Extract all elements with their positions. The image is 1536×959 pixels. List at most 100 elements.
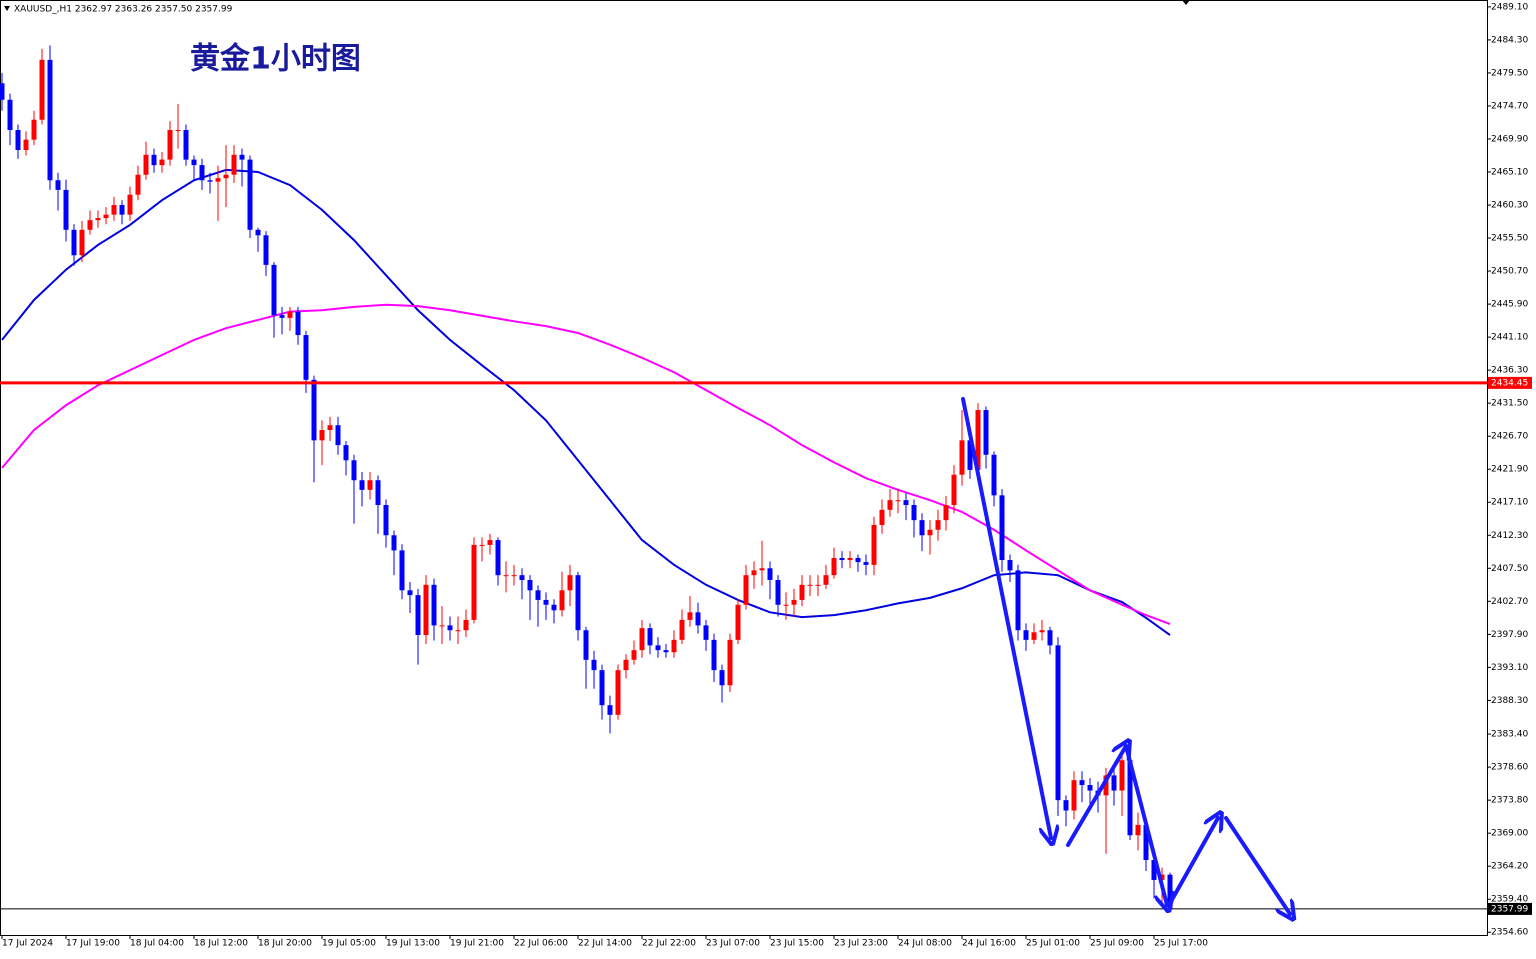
candle-body xyxy=(375,480,381,505)
candle-body xyxy=(1079,780,1085,786)
candle-body xyxy=(951,474,957,505)
candle-body xyxy=(71,229,77,256)
x-tick-label: 23 Jul 15:00 xyxy=(770,939,824,949)
candle-body xyxy=(799,584,805,600)
y-tick-label: 2431.50 xyxy=(1491,399,1528,409)
x-tick-label: 17 Jul 19:00 xyxy=(66,939,120,949)
candle-body xyxy=(455,630,461,632)
price-label-box xyxy=(1488,902,1532,915)
candle-body xyxy=(175,130,181,132)
candle-body xyxy=(959,440,965,475)
y-tick-label: 2402.70 xyxy=(1491,597,1528,607)
candle-body xyxy=(511,575,517,577)
candle-body xyxy=(703,625,709,640)
candle-body xyxy=(1039,630,1045,633)
x-tick-label: 25 Jul 09:00 xyxy=(1090,939,1144,949)
candle-body xyxy=(399,550,405,591)
candle-body xyxy=(1007,560,1013,571)
x-tick-label: 24 Jul 16:00 xyxy=(962,939,1016,949)
x-tick-label: 23 Jul 23:00 xyxy=(834,939,888,949)
candle-body xyxy=(559,590,565,611)
candle-body xyxy=(847,557,853,561)
candle-body xyxy=(815,584,821,586)
candle-body xyxy=(655,645,661,651)
candle-body xyxy=(1087,785,1093,791)
candle-body xyxy=(727,639,733,686)
candle-body xyxy=(103,214,109,219)
candle-body xyxy=(879,509,885,525)
y-tick-label: 2436.30 xyxy=(1491,366,1528,376)
y-tick-label: 2373.80 xyxy=(1491,796,1528,806)
candle-body xyxy=(1063,800,1069,811)
y-tick-label: 2388.30 xyxy=(1491,696,1528,706)
candle-body xyxy=(151,154,157,166)
candle-body xyxy=(999,495,1005,561)
candle-body xyxy=(695,612,701,626)
candle-body xyxy=(871,524,877,565)
chart-layer xyxy=(0,45,1487,913)
annotation-arrows xyxy=(961,397,1290,914)
candle-body xyxy=(95,218,101,221)
candle-body xyxy=(591,659,597,671)
candle-body xyxy=(15,130,21,150)
candle-body xyxy=(855,557,861,563)
candle-body xyxy=(831,557,837,576)
y-tick-label: 2407.50 xyxy=(1491,564,1528,574)
x-tick-label: 17 Jul 2024 xyxy=(2,939,53,949)
candle-body xyxy=(383,504,389,536)
candle-body xyxy=(255,229,261,236)
x-tick-label: 18 Jul 04:00 xyxy=(130,939,184,949)
candle-body xyxy=(1127,760,1133,836)
y-tick-label: 2354.60 xyxy=(1491,928,1528,938)
candle-body xyxy=(135,174,141,195)
candle-body xyxy=(263,235,269,265)
annotation-arrow xyxy=(1124,744,1167,905)
candle-body xyxy=(647,628,653,646)
candle-body xyxy=(599,670,605,706)
x-tick-label: 24 Jul 08:00 xyxy=(898,939,952,949)
candle-body xyxy=(823,575,829,585)
level-label-box xyxy=(1488,376,1532,389)
y-tick-label: 2450.70 xyxy=(1491,267,1528,277)
candle-body xyxy=(503,575,509,577)
candle-body xyxy=(551,604,557,611)
x-tick-label: 19 Jul 05:00 xyxy=(322,939,376,949)
candle-body xyxy=(247,159,253,230)
y-tick-label: 2455.50 xyxy=(1491,234,1528,244)
candle-body xyxy=(63,189,69,230)
y-tick-label: 2489.10 xyxy=(1491,2,1528,12)
candle-body xyxy=(719,670,725,686)
x-tick-label: 18 Jul 12:00 xyxy=(194,939,248,949)
candle-body xyxy=(1143,824,1149,861)
x-tick-label: 19 Jul 21:00 xyxy=(450,939,504,949)
candle-body xyxy=(407,590,413,596)
candle-body xyxy=(711,639,717,671)
candle-body xyxy=(207,180,213,182)
y-tick-label: 2412.30 xyxy=(1491,531,1528,541)
y-tick-label: 2378.60 xyxy=(1491,763,1528,773)
candle-body xyxy=(215,178,221,182)
candle-body xyxy=(671,639,677,653)
candle-body xyxy=(287,311,293,318)
y-tick-label: 2359.40 xyxy=(1491,895,1528,905)
candle-body xyxy=(311,379,317,441)
candle-body xyxy=(495,540,501,576)
candle-body xyxy=(1111,775,1117,791)
candle-body xyxy=(1071,780,1077,811)
candle-body xyxy=(199,165,205,181)
candle-body xyxy=(327,425,333,431)
y-tick-label: 2383.40 xyxy=(1491,730,1528,740)
x-tick-label: 19 Jul 13:00 xyxy=(386,939,440,949)
chart-header: XAUUSD_,H1 2362.97 2363.26 2357.50 2357.… xyxy=(14,5,233,15)
candle-body xyxy=(663,650,669,653)
candle-body xyxy=(191,159,197,166)
candle-body xyxy=(23,139,29,150)
candle-body xyxy=(79,229,85,256)
candle-body xyxy=(391,535,397,551)
candle-body xyxy=(31,119,37,140)
candle-body xyxy=(415,595,421,636)
candle-body xyxy=(447,625,453,631)
candle-body xyxy=(295,311,301,336)
candle-body xyxy=(487,540,493,545)
candle-body xyxy=(751,570,757,576)
